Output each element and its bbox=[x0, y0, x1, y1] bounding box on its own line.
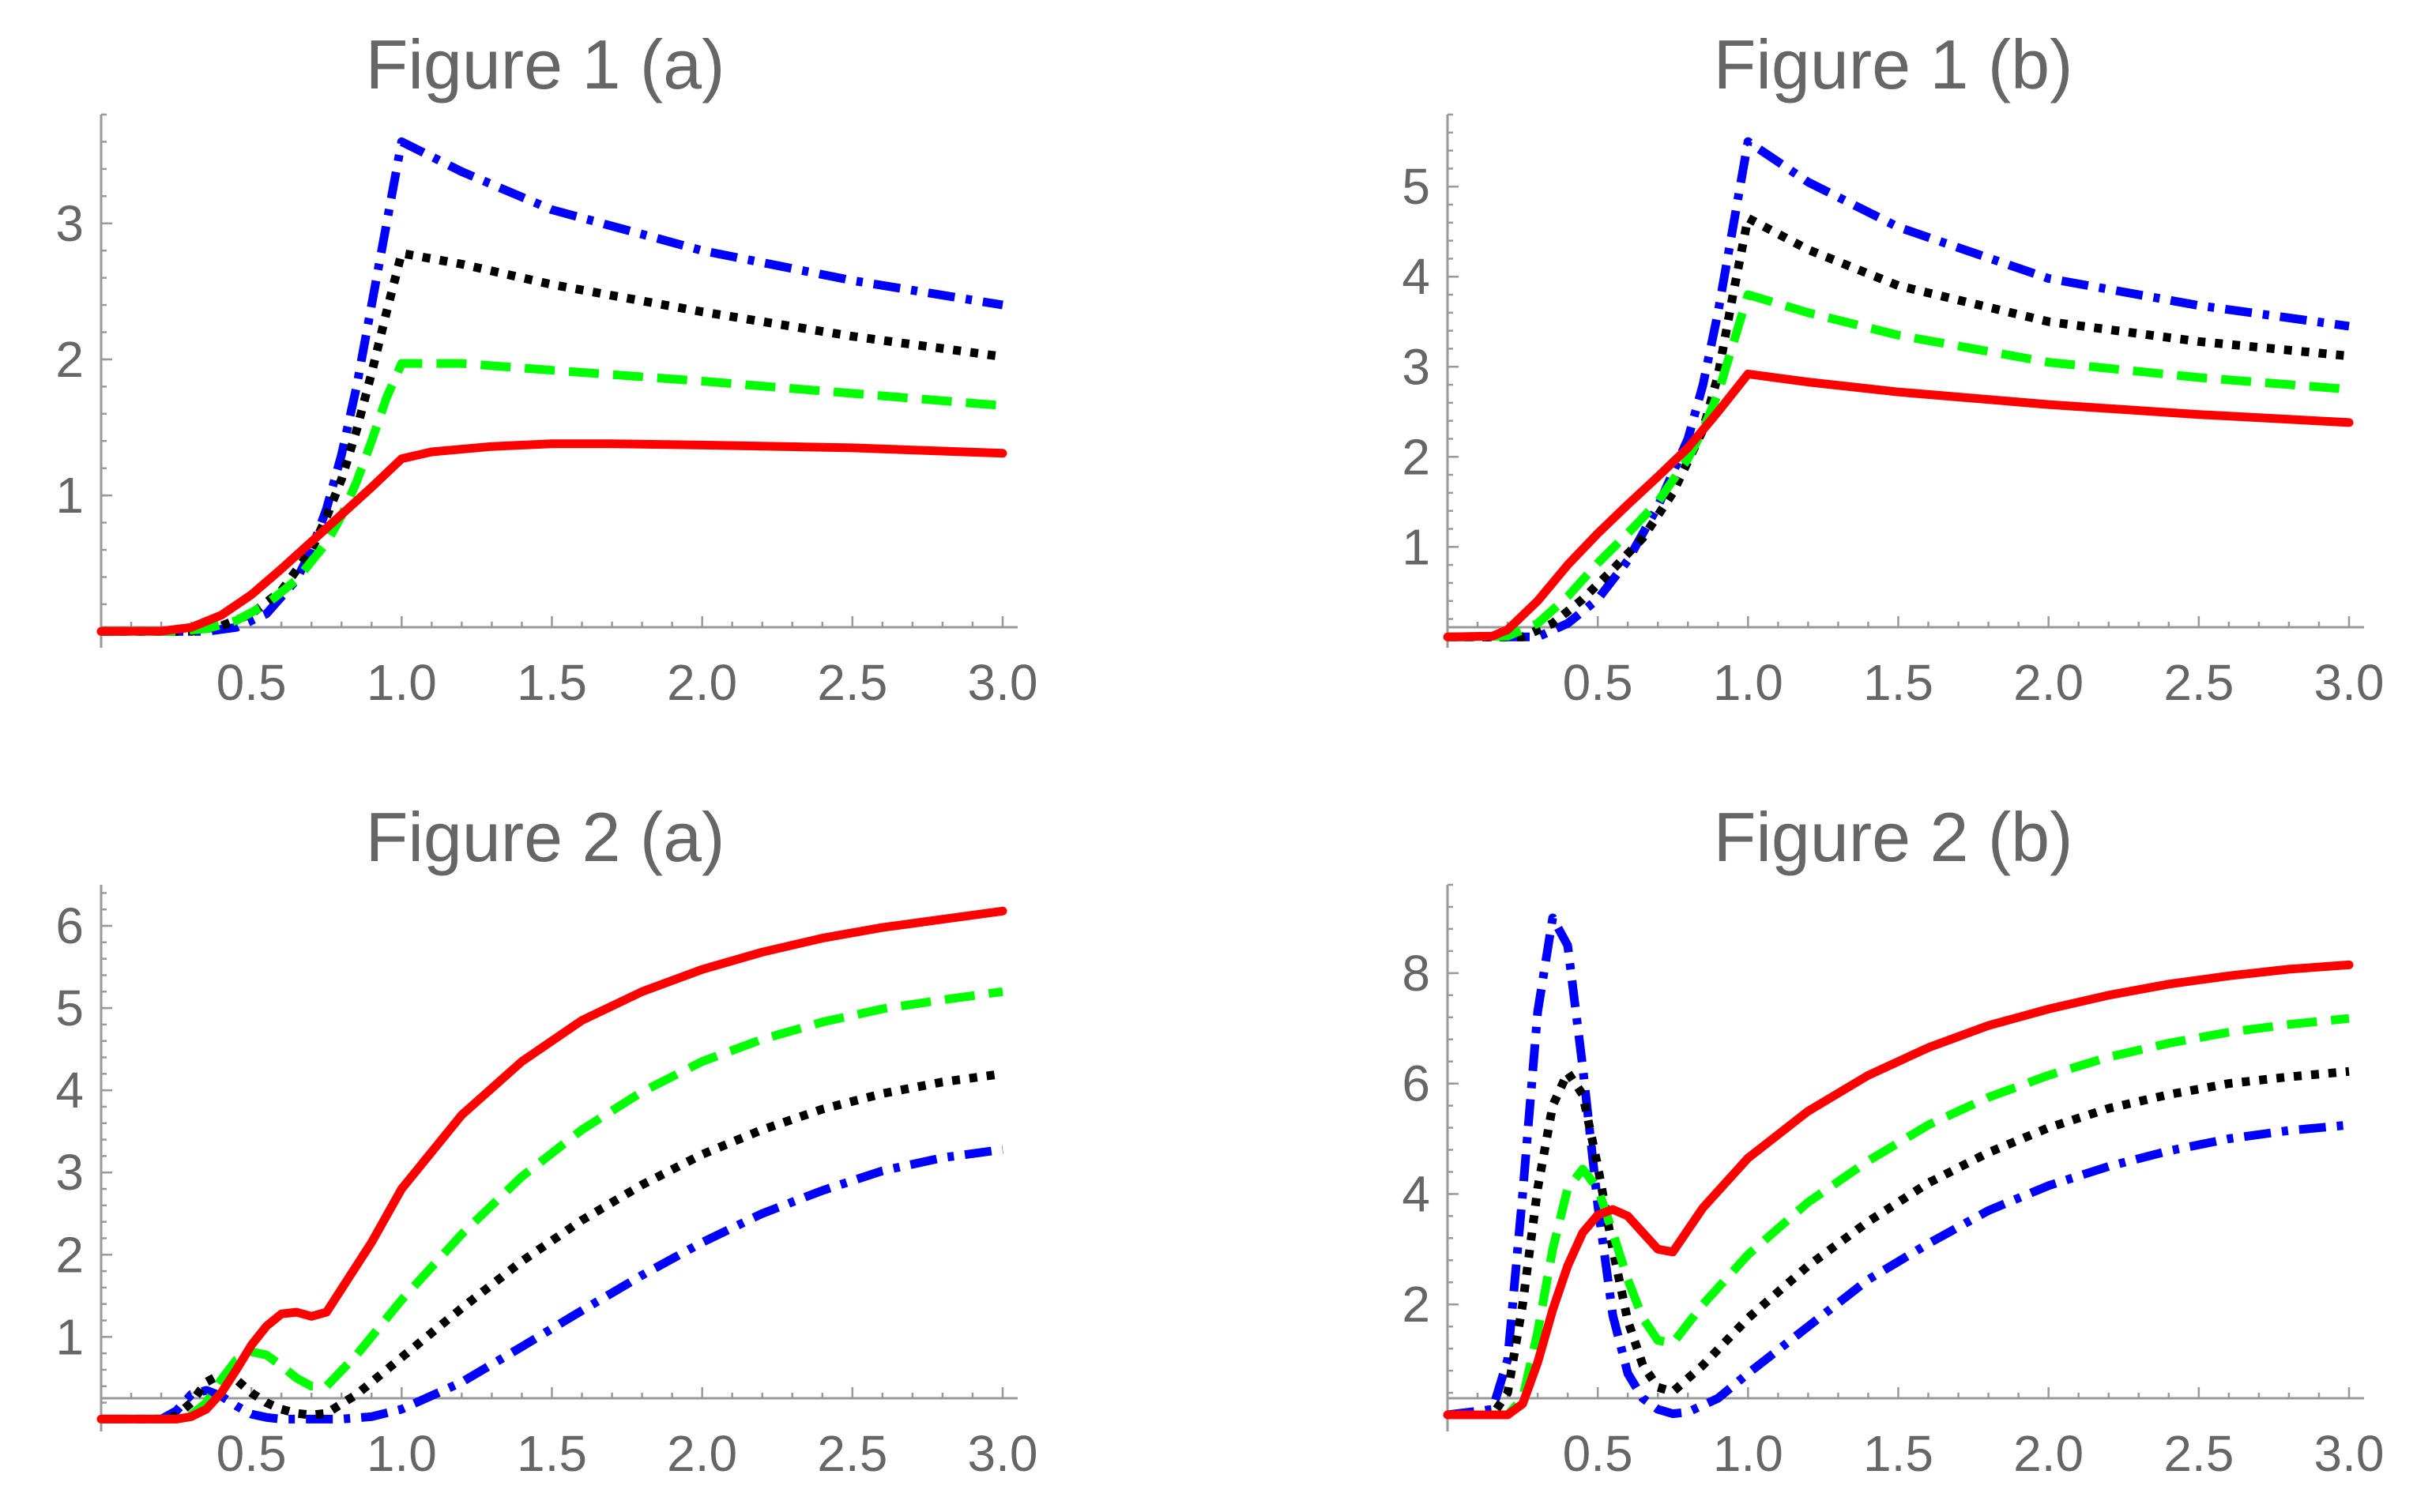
y-tick-label: 1 bbox=[1402, 518, 1430, 575]
x-tick-label: 1.5 bbox=[517, 654, 587, 711]
series-line-red bbox=[1443, 960, 2354, 1420]
panel-figure-1b: Figure 1 (b) 0.5 1.0 1.5 2.0 2.5 3.0 1 2 3 4 5 bbox=[1402, 25, 2384, 711]
series-line-blue bbox=[1447, 913, 2350, 1420]
panel-figure-2b: Figure 2 (b) 0.5 1.0 1.5 2.0 2.5 3.0 2 4 6 8 bbox=[1402, 798, 2384, 1482]
series-group bbox=[1443, 137, 2354, 641]
x-tick-label: 0.5 bbox=[1563, 1425, 1633, 1482]
x-tick-label: 1.5 bbox=[1863, 1425, 1933, 1482]
y-tick-label: 8 bbox=[1402, 945, 1430, 1002]
x-tick-label: 3.0 bbox=[2313, 1425, 2384, 1482]
y-tick-label: 3 bbox=[55, 1144, 84, 1201]
x-tick-label: 2.0 bbox=[667, 1425, 737, 1482]
series-group bbox=[96, 137, 1007, 636]
x-tick-label: 2.0 bbox=[2013, 654, 2084, 711]
series-line-blue bbox=[1448, 137, 2350, 641]
y-tick-label: 2 bbox=[1402, 428, 1430, 485]
x-tick-label: 2.5 bbox=[817, 654, 887, 711]
y-tick-label: 4 bbox=[1402, 248, 1430, 305]
y-tick-label: 5 bbox=[1402, 158, 1430, 215]
series-line-green bbox=[101, 987, 1003, 1424]
tick-group: 0.5 1.0 1.5 2.0 2.5 3.0 1 2 3 4 5 6 bbox=[55, 892, 1037, 1482]
x-tick-label: 2.5 bbox=[2163, 1425, 2234, 1482]
x-tick-label: 2.0 bbox=[667, 654, 737, 711]
series-line-red bbox=[1443, 369, 2354, 641]
panel-figure-1a: Figure 1 (a) 0.5 1.0 1.5 2.0 2.5 3.0 1 2 3 bbox=[55, 25, 1037, 711]
series-line-red bbox=[96, 439, 1007, 636]
panel-title: Figure 1 (a) bbox=[366, 25, 725, 103]
x-tick-label: 1.0 bbox=[1713, 654, 1783, 711]
x-tick-label: 1.0 bbox=[367, 1425, 437, 1482]
y-tick-label: 1 bbox=[55, 467, 84, 524]
panel-title: Figure 1 (b) bbox=[1714, 25, 2073, 103]
y-tick-label: 6 bbox=[55, 897, 84, 954]
tick-group: 0.5 1.0 1.5 2.0 2.5 3.0 2 4 6 8 bbox=[1402, 883, 2384, 1482]
panel-figure-2a: Figure 2 (a) 0.5 1.0 1.5 2.0 2.5 3.0 1 2 3 4 5 6 bbox=[55, 798, 1037, 1482]
x-tick-label: 3.0 bbox=[967, 654, 1037, 711]
x-tick-label: 1.0 bbox=[1713, 1425, 1783, 1482]
x-tick-label: 0.5 bbox=[216, 654, 287, 711]
x-tick-label: 0.5 bbox=[216, 1425, 287, 1482]
x-tick-label: 1.0 bbox=[367, 654, 437, 711]
x-tick-label: 2.5 bbox=[817, 1425, 887, 1482]
series-line-red bbox=[96, 906, 1007, 1424]
y-tick-label: 4 bbox=[1402, 1165, 1430, 1222]
y-tick-label: 2 bbox=[1402, 1276, 1430, 1333]
tick-group: 0.5 1.0 1.5 2.0 2.5 3.0 1 2 3 bbox=[55, 113, 1037, 711]
series-line-blue bbox=[101, 1145, 1003, 1424]
series-line-black bbox=[1448, 1066, 2350, 1420]
panel-title: Figure 2 (a) bbox=[366, 798, 725, 876]
y-tick-label: 2 bbox=[55, 331, 84, 388]
y-tick-label: 2 bbox=[55, 1226, 84, 1283]
tick-group: 0.5 1.0 1.5 2.0 2.5 3.0 1 2 3 4 5 bbox=[1402, 113, 2384, 711]
y-tick-label: 3 bbox=[1402, 338, 1430, 395]
y-tick-label: 3 bbox=[55, 195, 84, 252]
series-line-green bbox=[101, 359, 1003, 636]
y-tick-label: 1 bbox=[55, 1308, 84, 1365]
x-tick-label: 1.5 bbox=[1863, 654, 1933, 711]
series-line-green bbox=[1448, 1014, 2350, 1420]
x-tick-label: 1.5 bbox=[517, 1425, 587, 1482]
x-tick-label: 3.0 bbox=[967, 1425, 1037, 1482]
x-tick-label: 3.0 bbox=[2313, 654, 2384, 711]
y-tick-label: 5 bbox=[55, 980, 84, 1036]
x-tick-label: 2.5 bbox=[2163, 654, 2234, 711]
panel-title: Figure 2 (b) bbox=[1714, 798, 2073, 876]
series-group bbox=[1443, 913, 2354, 1420]
x-tick-label: 2.0 bbox=[2013, 1425, 2084, 1482]
y-tick-label: 4 bbox=[55, 1062, 84, 1119]
y-tick-label: 6 bbox=[1402, 1055, 1430, 1112]
series-group bbox=[96, 906, 1007, 1424]
x-tick-label: 0.5 bbox=[1563, 654, 1633, 711]
